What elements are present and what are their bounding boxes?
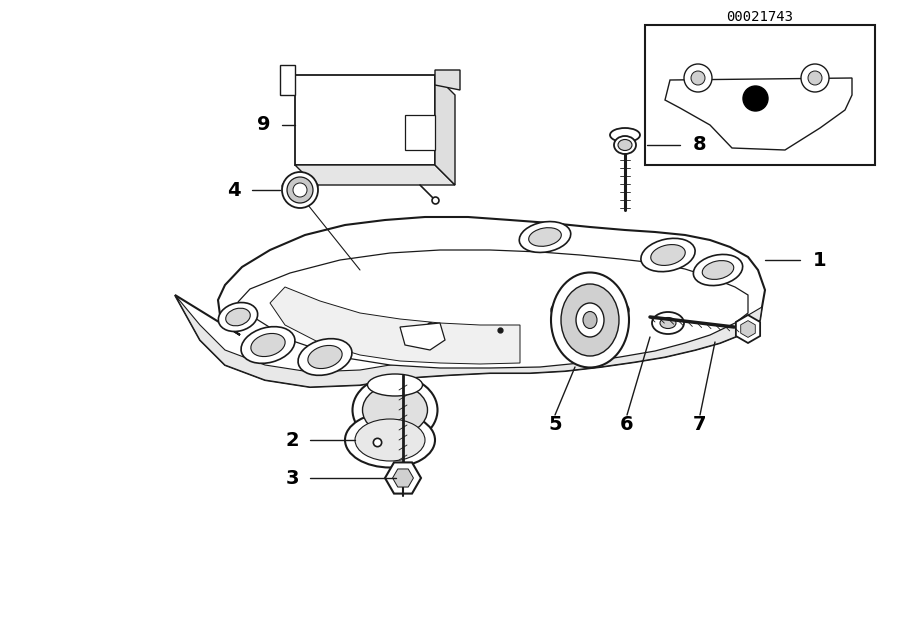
Ellipse shape — [293, 183, 307, 197]
Polygon shape — [295, 75, 435, 165]
Ellipse shape — [528, 228, 562, 246]
Polygon shape — [435, 70, 460, 90]
Text: 9: 9 — [257, 116, 271, 135]
Polygon shape — [741, 321, 755, 337]
Ellipse shape — [614, 136, 636, 154]
Ellipse shape — [282, 179, 318, 193]
Polygon shape — [295, 165, 455, 185]
Text: 00021743: 00021743 — [726, 10, 794, 24]
Ellipse shape — [251, 333, 285, 356]
Polygon shape — [175, 217, 765, 387]
Ellipse shape — [355, 419, 425, 461]
Ellipse shape — [298, 338, 352, 375]
Text: 6: 6 — [620, 415, 634, 434]
Polygon shape — [405, 115, 435, 150]
Text: 1: 1 — [814, 250, 827, 269]
Ellipse shape — [651, 244, 685, 265]
Ellipse shape — [561, 284, 619, 356]
Ellipse shape — [808, 71, 822, 85]
Text: 5: 5 — [548, 415, 562, 434]
Ellipse shape — [702, 260, 733, 279]
Ellipse shape — [282, 172, 318, 208]
Ellipse shape — [241, 326, 295, 363]
Ellipse shape — [519, 222, 571, 253]
Ellipse shape — [551, 295, 629, 325]
Polygon shape — [435, 75, 455, 185]
Ellipse shape — [367, 374, 422, 396]
Ellipse shape — [226, 308, 250, 326]
Text: 4: 4 — [227, 180, 241, 199]
Ellipse shape — [287, 177, 313, 203]
Ellipse shape — [618, 140, 632, 150]
Ellipse shape — [660, 318, 676, 328]
Ellipse shape — [551, 272, 629, 368]
Polygon shape — [736, 315, 760, 343]
Ellipse shape — [610, 128, 640, 142]
Polygon shape — [392, 469, 413, 487]
Text: 7: 7 — [693, 415, 706, 434]
Ellipse shape — [308, 345, 342, 368]
Ellipse shape — [345, 413, 435, 467]
Polygon shape — [270, 287, 520, 364]
Polygon shape — [175, 295, 762, 387]
Bar — [645, 25, 875, 165]
Text: 8: 8 — [693, 135, 706, 154]
Ellipse shape — [219, 302, 257, 331]
Ellipse shape — [801, 64, 829, 92]
Polygon shape — [400, 323, 445, 350]
Ellipse shape — [353, 376, 437, 444]
Ellipse shape — [576, 303, 604, 337]
Polygon shape — [280, 65, 295, 95]
Polygon shape — [238, 250, 748, 368]
Ellipse shape — [641, 238, 695, 272]
Ellipse shape — [363, 385, 428, 435]
Polygon shape — [385, 462, 421, 493]
Ellipse shape — [684, 64, 712, 92]
Polygon shape — [665, 78, 852, 150]
Ellipse shape — [652, 312, 684, 334]
Ellipse shape — [693, 255, 742, 286]
Text: 3: 3 — [285, 469, 299, 488]
Ellipse shape — [583, 312, 597, 328]
Text: 2: 2 — [285, 431, 299, 450]
Ellipse shape — [691, 71, 705, 85]
